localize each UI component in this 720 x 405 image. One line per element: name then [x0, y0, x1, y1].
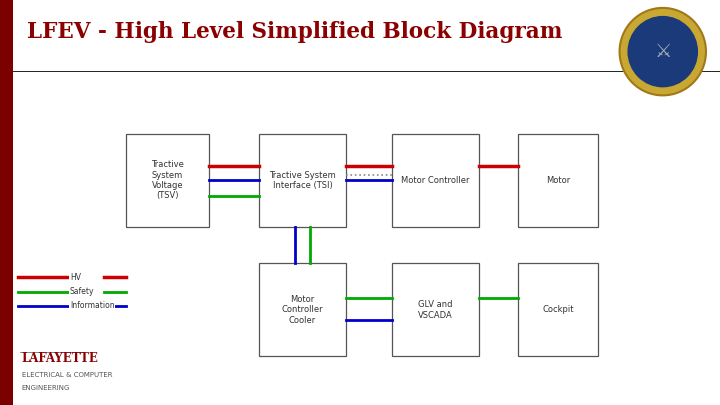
Text: Motor
Controller
Cooler: Motor Controller Cooler	[282, 295, 323, 325]
Text: Motor Controller: Motor Controller	[401, 176, 470, 185]
Circle shape	[626, 15, 698, 88]
Text: Cockpit: Cockpit	[542, 305, 574, 314]
Bar	[259, 263, 346, 356]
Circle shape	[619, 8, 706, 96]
Text: ENGINEERING: ENGINEERING	[22, 385, 70, 391]
Text: HV: HV	[70, 273, 81, 282]
Text: GLV and
VSCADA: GLV and VSCADA	[418, 300, 453, 320]
Text: ⚔: ⚔	[654, 42, 672, 61]
Bar	[518, 263, 598, 356]
Bar	[392, 263, 479, 356]
Text: Motor: Motor	[546, 176, 570, 185]
Text: LAFAYETTE: LAFAYETTE	[22, 352, 99, 365]
Text: Tractive
System
Voltage
(TSV): Tractive System Voltage (TSV)	[151, 160, 184, 200]
Text: ELECTRICAL & COMPUTER: ELECTRICAL & COMPUTER	[22, 373, 112, 378]
Bar	[126, 134, 209, 227]
Text: Safety: Safety	[70, 287, 94, 296]
FancyBboxPatch shape	[0, 0, 13, 405]
Text: Information: Information	[70, 301, 114, 310]
Bar	[518, 134, 598, 227]
Text: LFEV - High Level Simplified Block Diagram: LFEV - High Level Simplified Block Diagr…	[27, 21, 563, 43]
Text: Tractive System
Interface (TSI): Tractive System Interface (TSI)	[269, 171, 336, 190]
Bar	[392, 134, 479, 227]
Bar	[259, 134, 346, 227]
